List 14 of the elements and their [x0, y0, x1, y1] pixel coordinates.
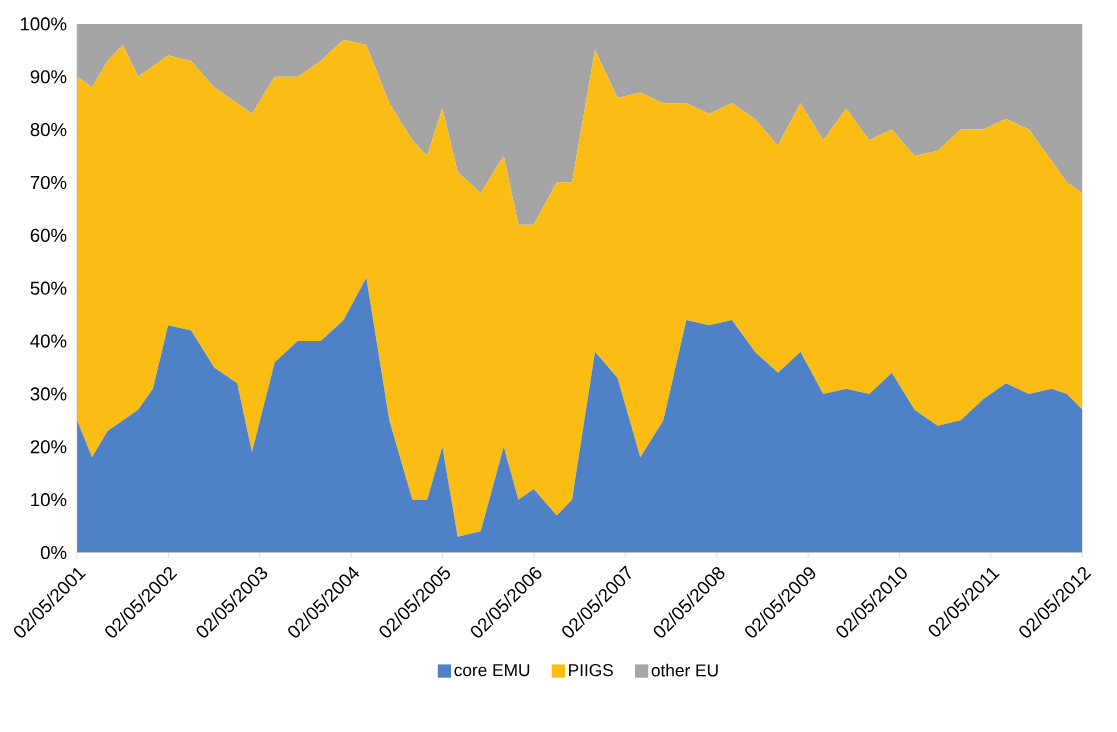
- y-tick-label: 30%: [30, 387, 67, 401]
- y-tick-label: 60%: [30, 228, 67, 243]
- legend-label: other EU: [651, 663, 718, 677]
- y-tick-label: 10%: [31, 493, 67, 507]
- y-tick-label: 20%: [30, 440, 67, 454]
- y-tick-label: 90%: [30, 70, 67, 84]
- y-tick-label: 70%: [30, 175, 67, 190]
- y-tick-label: 40%: [30, 334, 67, 348]
- y-tick-label: 80%: [30, 123, 67, 137]
- y-tick-label: 50%: [30, 281, 67, 295]
- y-tick-label: 100%: [20, 17, 67, 31]
- y-tick-label: 0%: [40, 546, 67, 560]
- legend-label: core EMU: [454, 664, 530, 677]
- legend-label: PIIGS: [569, 664, 613, 677]
